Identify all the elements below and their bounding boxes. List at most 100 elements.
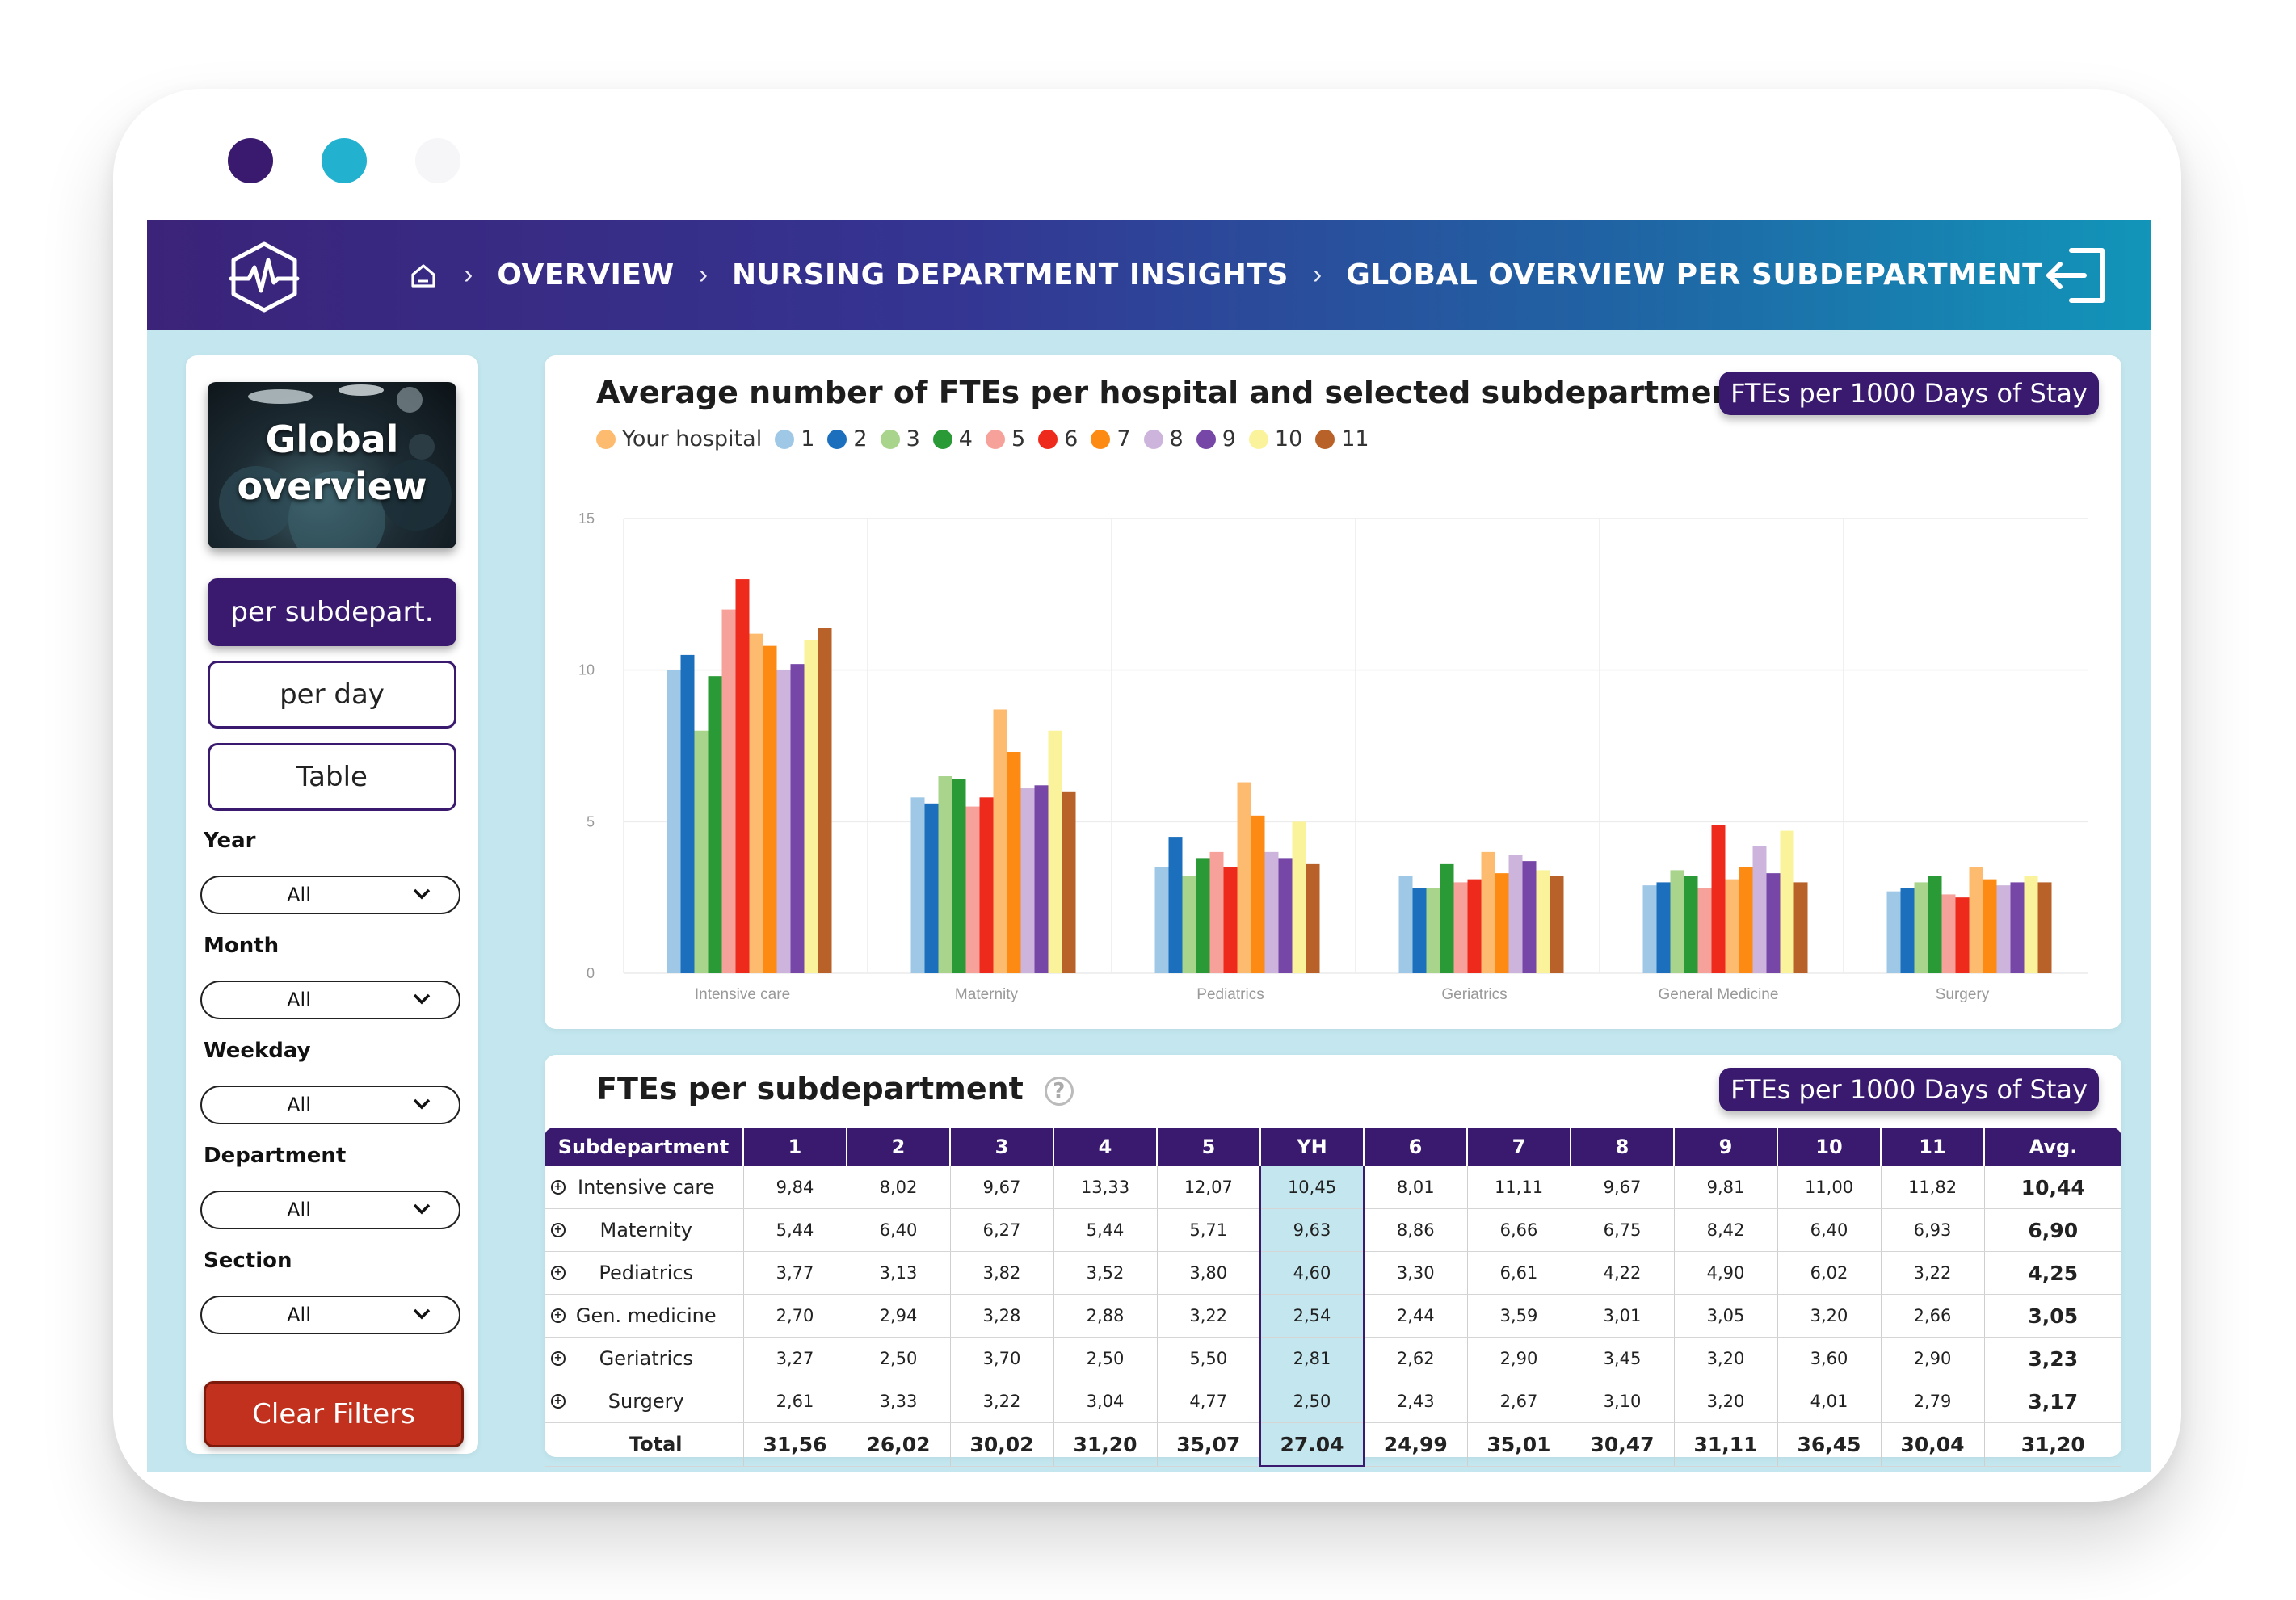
bar	[1062, 791, 1076, 973]
bar	[1034, 785, 1049, 973]
row-header[interactable]: + Intensive care	[545, 1166, 743, 1209]
table-cell: 13,33	[1053, 1166, 1157, 1209]
table-row: + Geriatrics 3,27 2,50 3,70 2,50 5,50 2,81 2,62 2…	[545, 1337, 2121, 1380]
y-tick-label: 10	[578, 662, 595, 678]
legend-item[interactable]: 6	[1038, 426, 1078, 451]
legend-item[interactable]: 1	[775, 426, 814, 451]
bar	[708, 676, 722, 973]
average-cell: 4,25	[1983, 1251, 2121, 1295]
view-table-button[interactable]: Table	[208, 743, 456, 811]
x-tick-label: Intensive care	[695, 986, 790, 1003]
bar	[2010, 882, 2025, 973]
chevron-down-icon	[413, 993, 431, 1005]
year-filter-select[interactable]: All	[200, 876, 460, 914]
legend-item[interactable]: 2	[827, 426, 868, 451]
metric-selector-chart[interactable]: FTEs per 1000 Days of Stay	[1719, 372, 2099, 415]
clear-filters-button[interactable]: Clear Filters	[204, 1381, 464, 1447]
table-cell: 3,22	[1156, 1294, 1260, 1338]
breadcrumb-nursing-insights[interactable]: NURSING DEPARTMENT INSIGHTS	[732, 258, 1289, 292]
bar	[1928, 876, 1942, 973]
table-cell: 4,90	[1673, 1251, 1777, 1295]
column-header[interactable]: 4	[1053, 1128, 1157, 1166]
column-header[interactable]: YH	[1259, 1128, 1364, 1166]
bar	[1495, 873, 1509, 973]
column-header[interactable]: 3	[949, 1128, 1053, 1166]
section-filter-select[interactable]: All	[200, 1296, 460, 1334]
legend-item[interactable]: Your hospital	[596, 426, 762, 451]
home-icon[interactable]	[407, 259, 439, 292]
row-header[interactable]: + Surgery	[545, 1380, 743, 1423]
weekday-filter-select[interactable]: All	[200, 1086, 460, 1124]
legend-item[interactable]: 4	[932, 426, 973, 451]
legend-label: 6	[1064, 426, 1079, 451]
table-cell: 4,77	[1156, 1380, 1260, 1423]
expand-row-icon[interactable]: +	[551, 1223, 566, 1237]
legend-item[interactable]: 9	[1196, 426, 1236, 451]
legend-item[interactable]: 5	[985, 426, 1025, 451]
logout-icon[interactable]	[2042, 244, 2110, 307]
legend-item[interactable]: 8	[1143, 426, 1184, 451]
row-header[interactable]: + Geriatrics	[545, 1337, 743, 1380]
chevron-right-icon: ›	[698, 259, 709, 290]
row-header[interactable]: + Maternity	[545, 1208, 743, 1252]
metric-selector-table[interactable]: FTEs per 1000 Days of Stay	[1719, 1068, 2099, 1111]
breadcrumb-current-page: GLOBAL OVERVIEW PER SUBDEPARTMENT	[1346, 258, 2043, 292]
table-cell: 9,67	[1570, 1166, 1674, 1209]
bar	[1481, 851, 1495, 973]
filter-sidebar: Global overview per subdepart. per day T…	[186, 355, 478, 1454]
legend-item[interactable]: 3	[880, 426, 920, 451]
table-cell: 4,22	[1570, 1251, 1674, 1295]
column-header[interactable]: 7	[1466, 1128, 1571, 1166]
column-header[interactable]: 9	[1673, 1128, 1777, 1166]
window-dot-light	[415, 138, 460, 183]
breadcrumb-overview[interactable]: OVERVIEW	[497, 258, 675, 292]
column-header[interactable]: 5	[1156, 1128, 1260, 1166]
bar	[1983, 879, 1997, 973]
column-header[interactable]: 8	[1570, 1128, 1674, 1166]
fte-table: Subdepartment 1 2 3 4 5 YH 6 7 8 9 10 11 Avg. + Intens…	[545, 1128, 2121, 1467]
column-header[interactable]: 10	[1777, 1128, 1881, 1166]
bar	[1154, 867, 1169, 973]
year-filter-label: Year	[204, 829, 256, 853]
legend-item[interactable]: 7	[1091, 426, 1131, 451]
legend-item[interactable]: 11	[1315, 426, 1369, 451]
table-cell: 8,86	[1363, 1208, 1467, 1252]
total-label-cell: Total	[545, 1422, 743, 1467]
total-cell: 31,11	[1673, 1422, 1777, 1467]
legend-label: 3	[906, 426, 920, 451]
row-header[interactable]: + Pediatrics	[545, 1251, 743, 1295]
column-header[interactable]: 1	[742, 1128, 847, 1166]
hero-title: Global overview	[237, 418, 427, 508]
weekday-filter-value: All	[287, 1094, 311, 1116]
expand-row-icon[interactable]: +	[551, 1180, 566, 1195]
legend-label: 2	[853, 426, 868, 451]
column-header[interactable]: Avg.	[1983, 1128, 2121, 1166]
table-cell: 3,01	[1570, 1294, 1674, 1338]
table-row: + Surgery 2,61 3,33 3,22 3,04 4,77 2,50 2,43 2,67…	[545, 1380, 2121, 1423]
view-per-subdepartment-button[interactable]: per subdepart.	[208, 578, 456, 646]
expand-row-icon[interactable]: +	[551, 1351, 566, 1366]
column-header[interactable]: Subdepartment	[545, 1128, 743, 1166]
month-filter-select[interactable]: All	[200, 981, 460, 1019]
chevron-right-icon: ›	[464, 259, 473, 290]
bar	[1886, 891, 1901, 973]
row-header[interactable]: + Gen. medicine	[545, 1294, 743, 1338]
department-filter-select[interactable]: All	[200, 1191, 460, 1229]
heartbeat-logo-icon[interactable]	[228, 241, 301, 313]
bar	[680, 654, 695, 973]
table-cell: 3,27	[742, 1337, 847, 1380]
table-cell: 3,22	[1880, 1251, 1984, 1295]
x-tick-label: Maternity	[955, 986, 1019, 1003]
bar	[1900, 888, 1915, 973]
table-cell: 6,66	[1466, 1208, 1571, 1252]
column-header[interactable]: 11	[1880, 1128, 1984, 1166]
expand-row-icon[interactable]: +	[551, 1266, 566, 1280]
help-icon[interactable]: ?	[1044, 1076, 1074, 1106]
column-header[interactable]: 6	[1363, 1128, 1467, 1166]
expand-row-icon[interactable]: +	[551, 1308, 566, 1323]
column-header[interactable]: 2	[846, 1128, 950, 1166]
table-cell: 2,79	[1880, 1380, 1984, 1423]
view-per-day-button[interactable]: per day	[208, 661, 456, 729]
legend-item[interactable]: 10	[1248, 426, 1302, 451]
expand-row-icon[interactable]: +	[551, 1394, 566, 1409]
